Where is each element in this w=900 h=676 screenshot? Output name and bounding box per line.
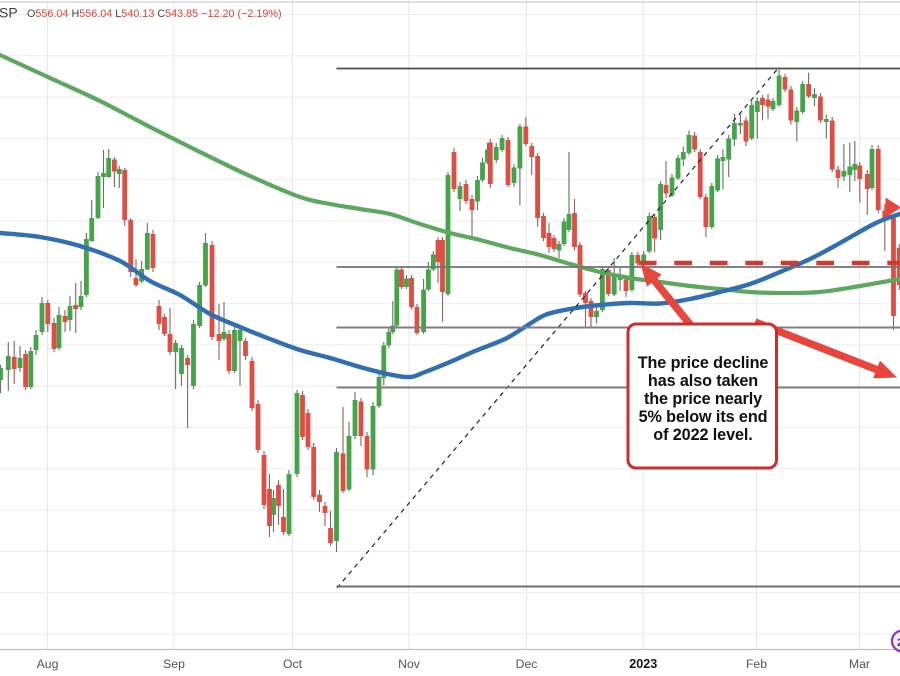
svg-text:Oct: Oct xyxy=(283,657,303,671)
svg-text:has also taken: has also taken xyxy=(648,372,758,390)
svg-text:2023: 2023 xyxy=(629,657,657,671)
svg-text:5% below its end: 5% below its end xyxy=(639,408,768,426)
svg-text:SP: SP xyxy=(0,5,18,21)
svg-text:of 2022 level.: of 2022 level. xyxy=(653,426,752,444)
svg-text:the price nearly: the price nearly xyxy=(644,390,762,408)
svg-text:Mar: Mar xyxy=(849,657,870,671)
svg-text:Nov: Nov xyxy=(398,657,421,671)
svg-text:2: 2 xyxy=(897,637,900,649)
svg-text:Aug: Aug xyxy=(37,657,59,671)
svg-text:The price decline: The price decline xyxy=(638,354,769,372)
svg-text:Sep: Sep xyxy=(163,657,185,671)
svg-text:Feb: Feb xyxy=(746,657,767,671)
svg-text:O556.04 H556.04 L540.13 C543.8: O556.04 H556.04 L540.13 C543.85 −12.20 (… xyxy=(27,8,282,20)
svg-text:Dec: Dec xyxy=(516,657,538,671)
